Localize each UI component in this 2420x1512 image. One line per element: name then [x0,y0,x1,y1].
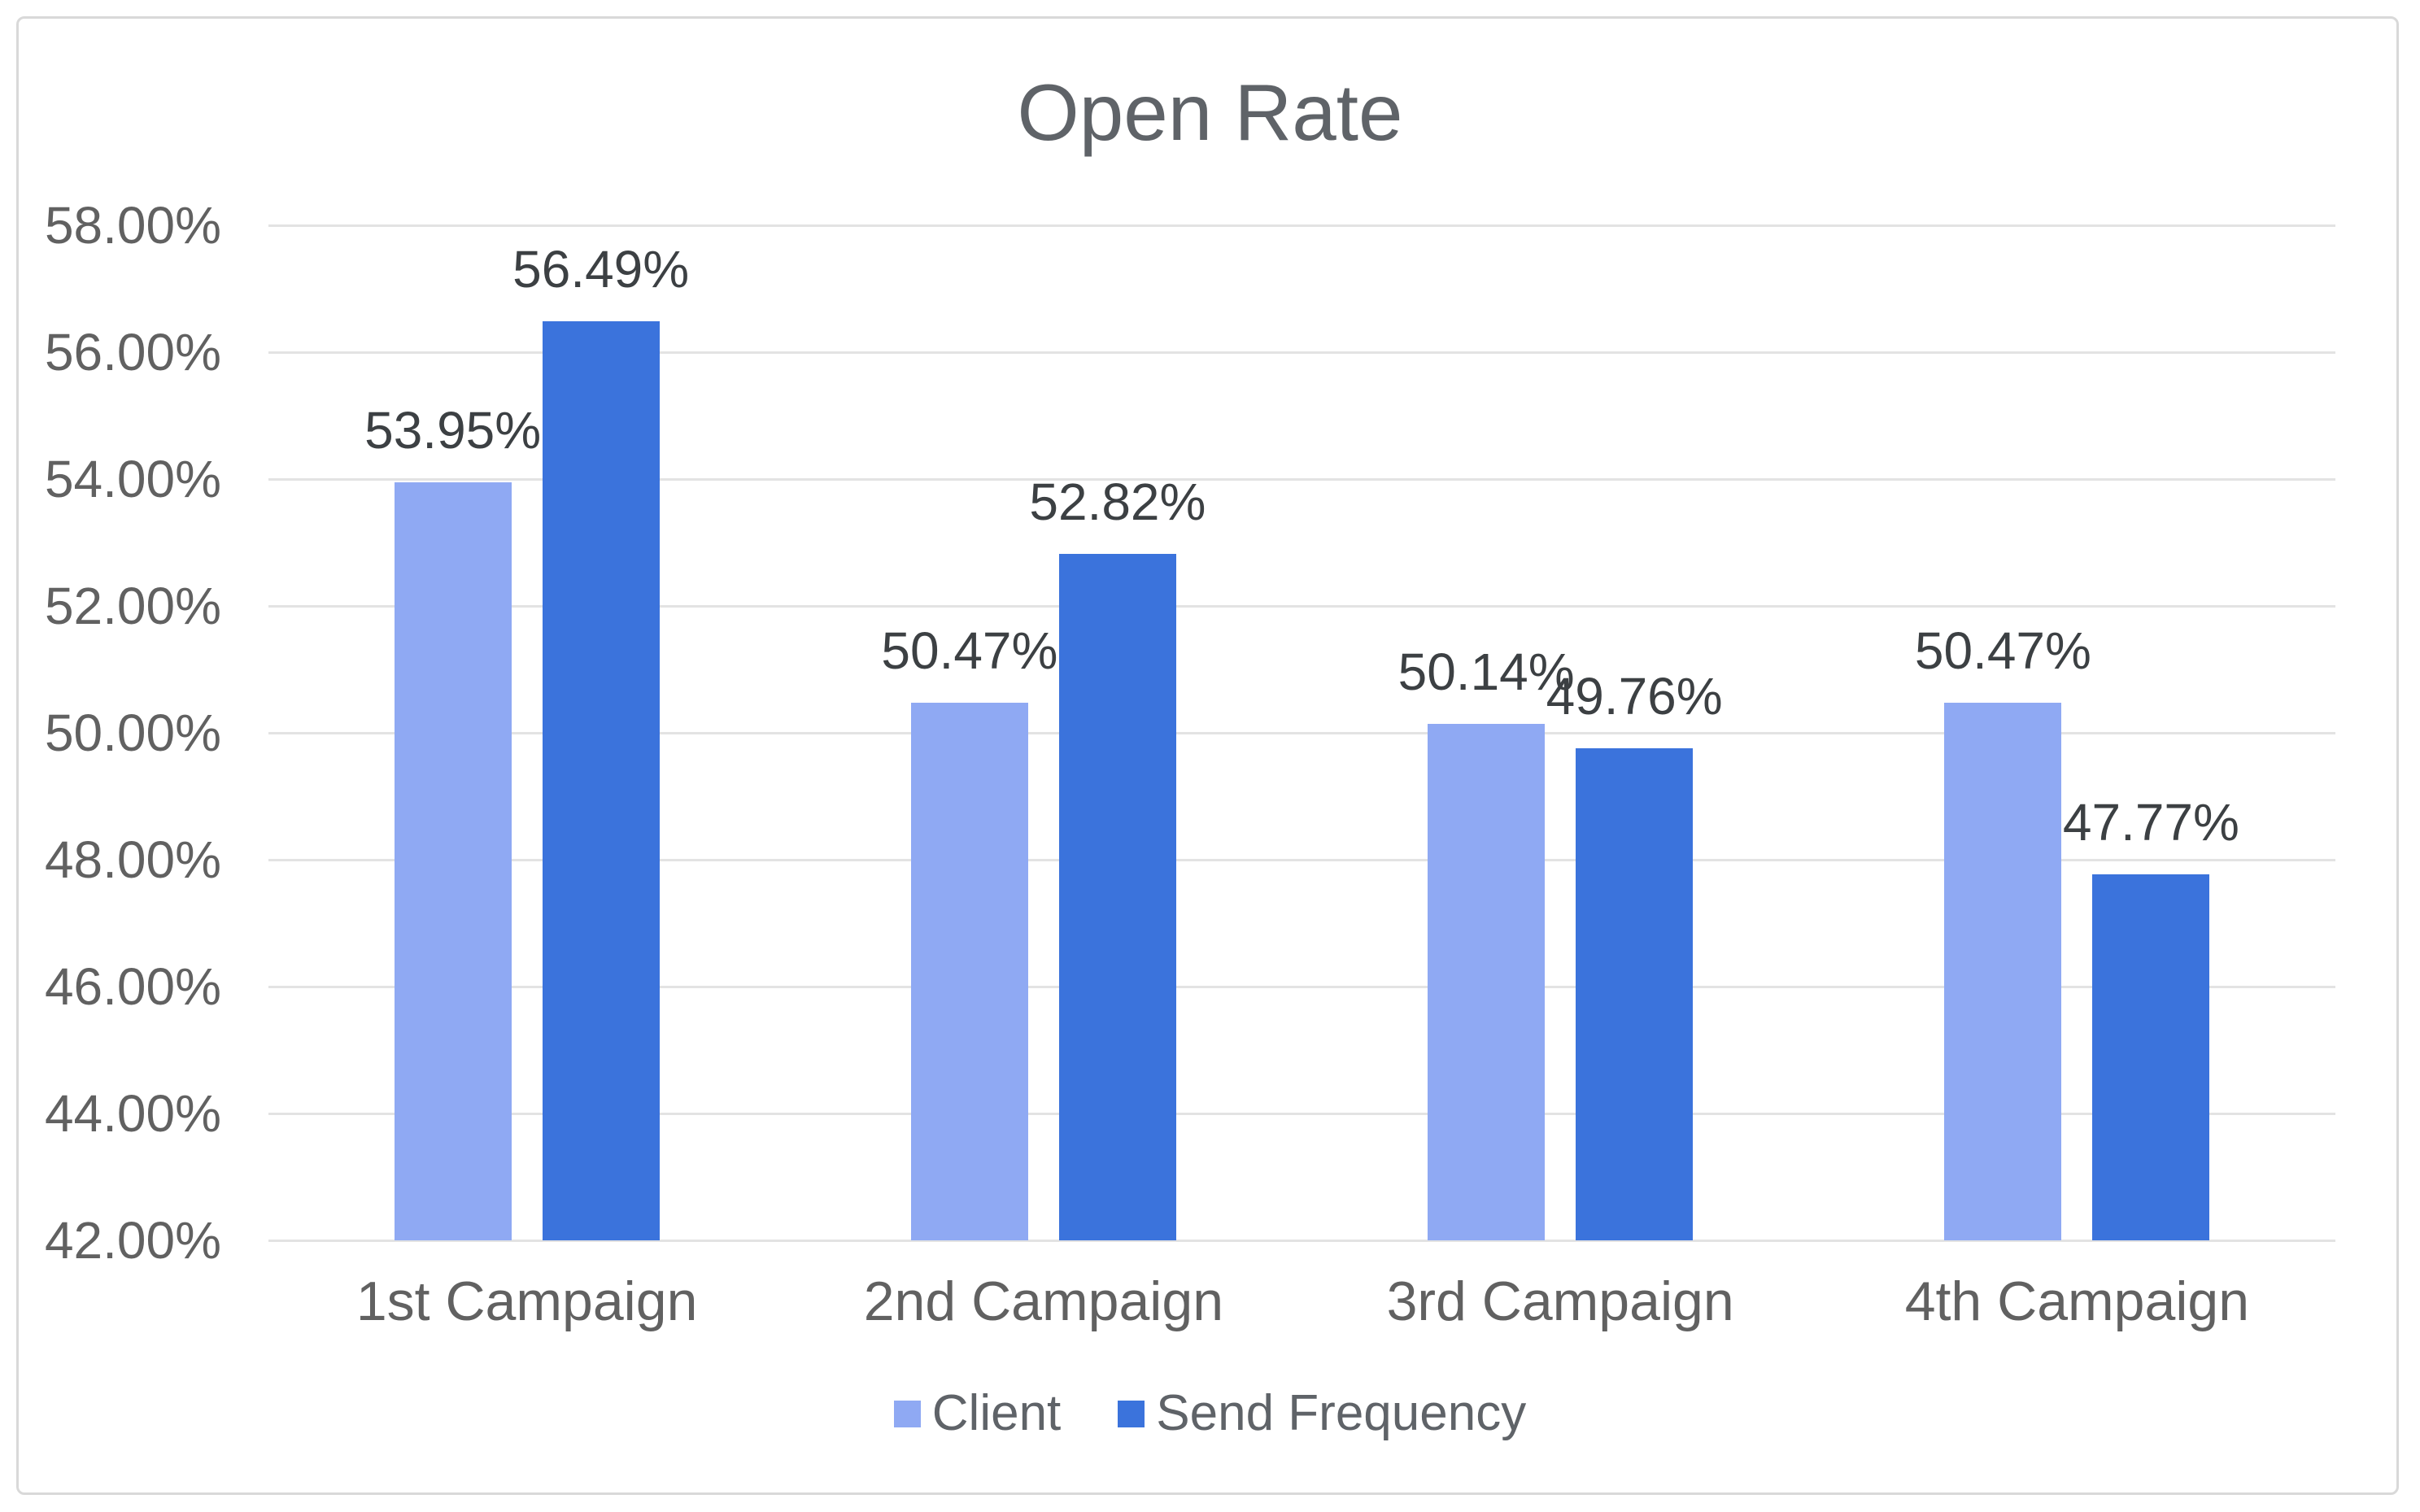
y-tick-label: 42.00% [44,1211,221,1270]
x-axis-label-2: 2nd Campaign [863,1270,1224,1332]
data-label: 50.14% [1397,643,1575,702]
data-label: 50.47% [1914,621,2091,681]
bar-client-3[interactable] [1428,724,1546,1240]
gridline-42 [268,1239,2335,1242]
gridline-46 [268,985,2335,988]
x-axis-label-4: 4th Campaign [1904,1270,2250,1332]
gridline-44 [268,1112,2335,1115]
legend-label: Send Frequency [1156,1385,1527,1441]
y-tick-label: 58.00% [44,196,221,255]
bar-send-frequency-3[interactable] [1576,747,1694,1240]
gridline-56 [268,351,2335,354]
data-label: 52.82% [1029,473,1206,532]
y-tick-label: 44.00% [44,1084,221,1143]
data-label: 50.47% [881,621,1058,681]
bar-client-4[interactable] [1944,703,2062,1240]
x-axis-label-1: 1st Campaign [355,1270,698,1332]
gridline-54 [268,477,2335,481]
x-axis-label-3: 3rd Campaign [1386,1270,1734,1332]
legend: Client Send Frequency [0,1381,2420,1446]
gridline-48 [268,858,2335,861]
gridline-58 [268,224,2335,227]
data-label: 53.95% [364,400,542,460]
bar-send-frequency-1[interactable] [542,320,660,1240]
bar-client-2[interactable] [910,703,1028,1240]
gridline-50 [268,731,2335,734]
chart-title: Open Rate [1017,68,1403,157]
y-tick-label: 50.00% [44,704,221,762]
y-tick-label: 52.00% [44,577,221,635]
y-tick-label: 54.00% [44,450,221,508]
gridline-52 [268,604,2335,608]
bar-client-1[interactable] [394,481,512,1240]
data-label: 49.76% [1546,666,1723,725]
y-tick-label: 56.00% [44,323,221,381]
data-label: 47.77% [2062,792,2239,852]
bar-send-frequency-2[interactable] [1058,554,1176,1240]
legend-label: Client [931,1385,1062,1441]
y-tick-label: 48.00% [44,830,221,889]
legend-swatch-icon [1118,1400,1145,1427]
bar-send-frequency-4[interactable] [2092,874,2210,1240]
legend-swatch-icon [893,1400,921,1427]
data-label: 56.49% [512,239,690,298]
legend-item-client[interactable]: Client [893,1385,1062,1441]
y-tick-label: 46.00% [44,957,221,1016]
legend-item-send-frequency[interactable]: Send Frequency [1118,1388,1526,1439]
